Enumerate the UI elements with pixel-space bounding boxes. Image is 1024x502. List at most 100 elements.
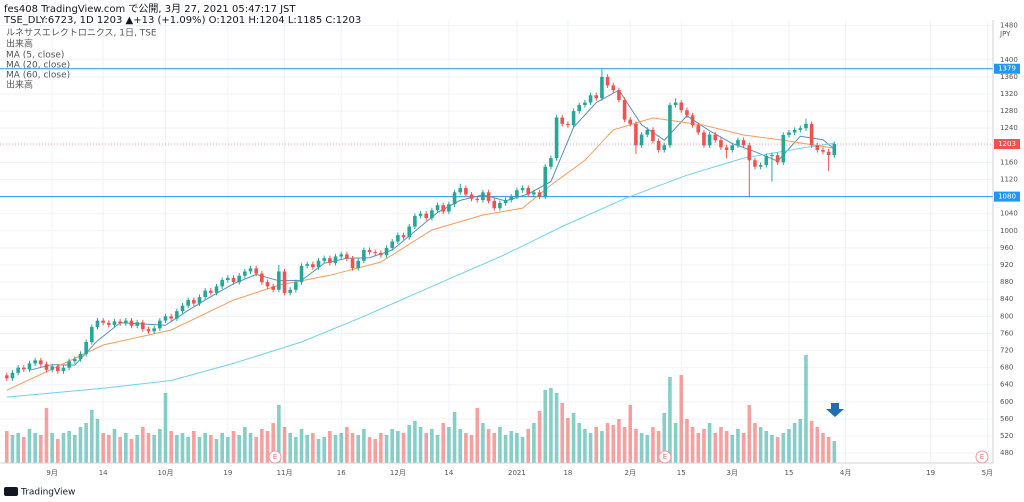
candle-body [356,260,361,269]
candle-body [634,123,638,146]
volume-bar [220,433,224,463]
candle-body [651,129,655,142]
candle-body [724,147,729,150]
candle-body [260,273,264,283]
candle-body [401,235,406,238]
volume-bar [469,435,474,463]
volume-bar [180,433,185,463]
volume-bar [407,425,412,463]
candle-body [243,271,247,276]
candle-body [639,134,644,146]
volume-bar [260,429,264,463]
volume-bar [373,439,378,463]
candle-body [271,286,275,290]
volume-bar [67,431,71,463]
volume-bar [384,435,389,463]
candles [5,69,837,381]
candle-body [407,226,412,238]
candle-body [373,252,378,254]
candle-body [231,277,236,283]
volume-bar [719,427,723,463]
candle-body [509,196,514,201]
candle-body [384,247,389,256]
y-tick-label: 720 [1000,347,1013,355]
volume-bar [418,427,423,463]
price-label: 1379 [998,65,1016,73]
candle-body [486,192,491,201]
volume-bar [27,429,32,463]
volume-bar [146,433,151,463]
candle-body [311,264,315,268]
volume-bar [690,427,695,463]
volume-bar [112,429,117,463]
earnings-marker: E [975,450,989,464]
volume-bar [702,429,706,463]
candle-body [254,268,258,274]
volume-bar [362,429,366,463]
volume-bar [271,423,275,463]
candle-body [713,134,718,141]
volume-bar [390,429,395,463]
volume-bar [248,433,253,463]
candle-body [5,375,9,379]
ma-line [6,142,835,398]
volume-bar [197,437,202,463]
candle-body [152,328,156,332]
volume-bar [611,425,616,463]
volume-bar [634,429,638,463]
y-tick-label: 1480 [1000,22,1018,30]
candle-body [747,145,752,161]
candle-body [668,105,672,146]
volume-bar [605,423,610,463]
y-tick-label: 480 [1000,449,1013,457]
volume-bar [685,419,689,463]
volume-bar [736,429,740,463]
volume-bar [339,433,344,463]
candle-body [118,321,122,324]
y-tick-label: 1280 [1000,107,1018,115]
lines [0,68,993,398]
volume-bar [503,435,508,463]
candle-body [532,192,536,195]
volume-bar [452,412,457,463]
candle-body [84,341,88,354]
volume-bar [730,435,735,463]
volume-bar [209,435,213,463]
volume-bar [401,433,406,463]
y-tick-label: 640 [1000,381,1013,389]
candle-body [804,123,808,129]
volume-bar [345,427,349,463]
candle-body [560,117,565,124]
volume-bar [713,433,718,463]
y-tick-label: 1360 [1000,73,1018,81]
candle-body [345,254,349,259]
volume-bar [44,408,49,463]
x-tick-label: 19 [223,469,232,477]
candle-body [447,204,451,212]
volume-bar [90,410,94,463]
volume-bar [804,355,808,463]
volume-bar [299,429,304,463]
candle-body [707,134,712,146]
volume-bar [186,437,190,463]
y-tick-label: 760 [1000,329,1013,337]
ma-line [6,117,835,391]
volume-bar [10,435,15,463]
logo: TradingView [4,487,75,498]
candle-body [39,360,43,365]
earnings-marker: E [268,450,282,464]
volume-bar [560,403,565,463]
candle-body [792,129,797,133]
volume-bar [282,427,287,463]
volume-bar [798,419,803,463]
volume-bar [679,375,684,463]
volume-bar [724,431,729,463]
x-tick-label: 11月 [277,469,293,477]
volume-bar [5,431,9,463]
volume-bar [526,429,531,463]
volume-bar [583,429,587,463]
legend-symbol: ルネサスエレクトロニクス, 1日, TSE [6,28,157,39]
candle-body [124,320,128,324]
candle-body [594,95,599,99]
